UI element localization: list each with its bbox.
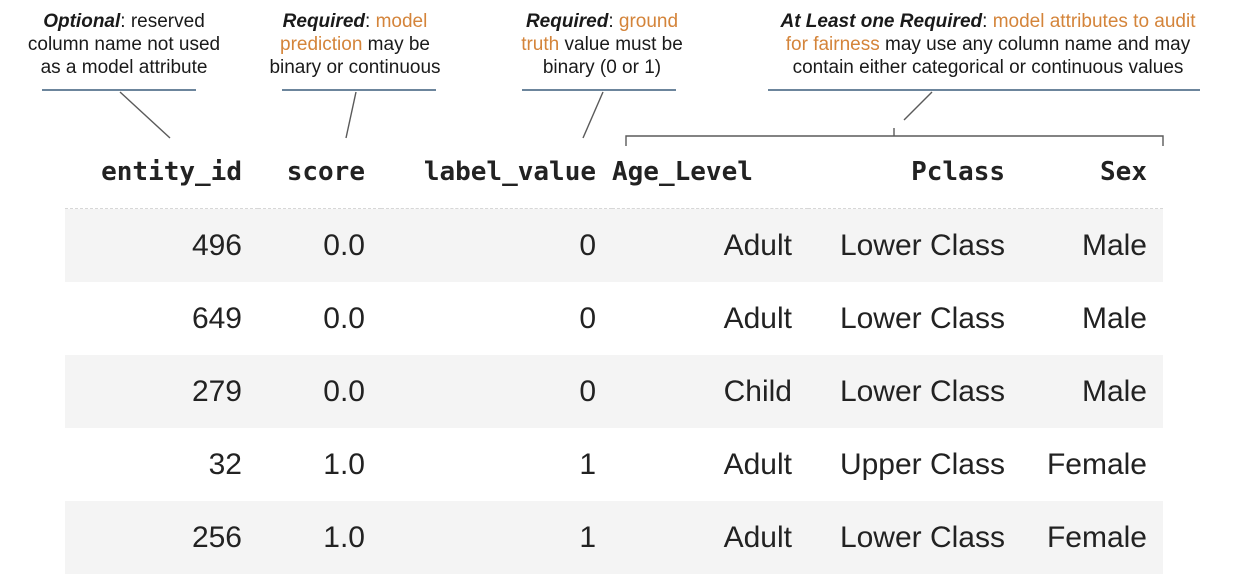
- table-cell: Female: [1021, 501, 1163, 574]
- annotation-required-label-value: Required: ground truth value must be bin…: [500, 10, 704, 79]
- table-row: 256 1.0 1 Adult Lower Class Female: [65, 501, 1163, 574]
- table-cell: 0: [381, 282, 612, 355]
- annotation-highlight: truth: [521, 34, 560, 55]
- annotation-text: contain either categorical or continuous…: [792, 57, 1184, 78]
- table-cell: 496: [65, 208, 258, 282]
- annotation-label: At Least one Required: [780, 11, 983, 32]
- annotation-highlight: ground: [618, 11, 679, 32]
- table-cell: 1: [381, 501, 612, 574]
- table-cell: 256: [65, 501, 258, 574]
- table-cell: Adult: [612, 428, 808, 501]
- annotation-highlight: model: [375, 11, 428, 32]
- annotation-text: column name not used: [27, 34, 221, 55]
- annotation-line: for fairness may use any column name and…: [740, 33, 1236, 56]
- table-cell: Lower Class: [808, 208, 1021, 282]
- annotation-highlight: for fairness: [785, 34, 880, 55]
- annotation-text: may be: [362, 34, 430, 55]
- table-cell: 32: [65, 428, 258, 501]
- annotation-text: : reserved: [120, 11, 205, 32]
- table-cell: 0: [381, 208, 612, 282]
- annotation-separator: :: [365, 11, 376, 32]
- annotation-label: Required: [282, 11, 366, 32]
- pointer-line-label-value: [582, 91, 604, 139]
- annotation-line: Required: model: [252, 10, 458, 33]
- table-cell: Female: [1021, 428, 1163, 501]
- table-cell: 0.0: [258, 208, 381, 282]
- annotation-highlight: model attributes to audit: [992, 11, 1196, 32]
- annotation-text: binary or continuous: [269, 57, 441, 78]
- pointer-line-attributes: [903, 91, 933, 121]
- column-header-label-value: label_value: [381, 136, 612, 209]
- table-cell: 279: [65, 355, 258, 428]
- table-cell: 1.0: [258, 501, 381, 574]
- table-row: 32 1.0 1 Adult Upper Class Female: [65, 428, 1163, 501]
- annotation-text: value must be: [559, 34, 683, 55]
- annotation-text: as a model attribute: [40, 57, 208, 78]
- table-cell: Lower Class: [808, 355, 1021, 428]
- table-cell: Adult: [612, 501, 808, 574]
- column-header-entity-id: entity_id: [65, 136, 258, 209]
- annotation-line: Optional: reserved: [8, 10, 240, 33]
- table-cell: Child: [612, 355, 808, 428]
- pointer-line-score: [345, 91, 357, 139]
- annotation-label: Optional: [43, 11, 121, 32]
- table-cell: 0.0: [258, 355, 381, 428]
- annotation-line: truth value must be: [500, 33, 704, 56]
- table-cell: 1: [381, 428, 612, 501]
- table-cell: Adult: [612, 208, 808, 282]
- table-header-row: entity_id score label_value Age_Level Pc…: [65, 136, 1163, 209]
- annotation-text: may use any column name and may: [879, 34, 1191, 55]
- table-cell: Male: [1021, 282, 1163, 355]
- pointer-line-entity-id: [119, 91, 171, 139]
- table-cell: 649: [65, 282, 258, 355]
- annotation-line: At Least one Required: model attributes …: [740, 10, 1236, 33]
- annotation-required-score: Required: model prediction may be binary…: [252, 10, 458, 79]
- table-cell: 1.0: [258, 428, 381, 501]
- column-header-score: score: [258, 136, 381, 209]
- table-cell: 0: [381, 355, 612, 428]
- table-row: 649 0.0 0 Adult Lower Class Male: [65, 282, 1163, 355]
- annotation-highlight: prediction: [280, 34, 363, 55]
- annotation-line: prediction may be: [252, 33, 458, 56]
- column-header-pclass: Pclass: [808, 136, 1021, 209]
- column-header-age-level: Age_Level: [612, 136, 808, 209]
- table-row: 279 0.0 0 Child Lower Class Male: [65, 355, 1163, 428]
- table-cell: Male: [1021, 355, 1163, 428]
- table-cell: Male: [1021, 208, 1163, 282]
- annotation-line: Required: ground: [500, 10, 704, 33]
- table-cell: Adult: [612, 282, 808, 355]
- annotation-separator: :: [608, 11, 619, 32]
- column-header-sex: Sex: [1021, 136, 1163, 209]
- annotation-text: binary (0 or 1): [542, 57, 662, 78]
- table-row: 496 0.0 0 Adult Lower Class Male: [65, 208, 1163, 282]
- table-cell: 0.0: [258, 282, 381, 355]
- annotation-optional-entity-id: Optional: reserved column name not used …: [8, 10, 240, 79]
- annotation-separator: :: [982, 11, 993, 32]
- table-cell: Upper Class: [808, 428, 1021, 501]
- table-cell: Lower Class: [808, 282, 1021, 355]
- table-cell: Lower Class: [808, 501, 1021, 574]
- annotation-attributes: At Least one Required: model attributes …: [740, 10, 1236, 79]
- annotation-label: Required: [525, 11, 609, 32]
- data-table: entity_id score label_value Age_Level Pc…: [65, 136, 1163, 574]
